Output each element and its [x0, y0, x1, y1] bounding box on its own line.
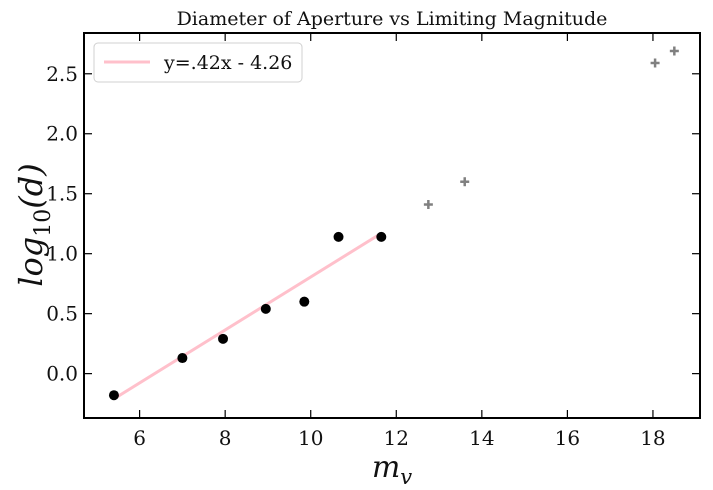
- x-tick-label: 14: [469, 426, 494, 450]
- y-tick-label: 2.0: [46, 122, 78, 146]
- y-axis-label-main: log: [12, 237, 50, 287]
- x-tick-label: 8: [219, 426, 232, 450]
- data-point: [108, 390, 119, 401]
- plus-marker: [669, 46, 679, 56]
- fit-line-layer: [113, 232, 383, 401]
- y-tick-label: 0.0: [46, 362, 78, 386]
- fit-line: [113, 232, 383, 401]
- y-tick-label: 1.0: [46, 242, 78, 266]
- x-tick-label: 16: [555, 426, 580, 450]
- y-tick-label: 2.5: [46, 62, 78, 86]
- data-point: [376, 231, 387, 242]
- x-axis-label-main: m: [372, 450, 400, 485]
- x-tick-label: 18: [640, 426, 665, 450]
- x-axis-label-subscript: v: [400, 465, 412, 489]
- ticks-layer: 6 8 10 12 14 16 18 0.0 0.5 1.0 1.5 2.0 2.5: [46, 33, 700, 450]
- y-axis-label: log10(d): [12, 163, 56, 286]
- x-tick-label: 12: [384, 426, 409, 450]
- x-tick-label: 10: [298, 426, 323, 450]
- data-point: [299, 296, 310, 307]
- plus-marker: [650, 58, 660, 68]
- y-tick-label: 0.5: [46, 302, 78, 326]
- data-point: [177, 353, 188, 364]
- x-tick-label: 6: [133, 426, 146, 450]
- points-layer: [108, 46, 679, 401]
- y-axis-label-argument: (d): [12, 163, 50, 208]
- y-tick-label: 1.5: [46, 182, 78, 206]
- plus-marker: [423, 200, 433, 210]
- legend-label: y=.42x - 4.26: [163, 52, 292, 74]
- plot-frame: [83, 32, 701, 419]
- data-point: [218, 333, 229, 344]
- legend: y=.42x - 4.26: [93, 42, 303, 83]
- chart-title: Diameter of Aperture vs Limiting Magnitu…: [177, 8, 608, 30]
- data-point: [333, 231, 344, 242]
- legend-box: [93, 42, 303, 83]
- y-axis-label-subscript: 10: [31, 209, 56, 237]
- data-point: [260, 303, 271, 314]
- x-axis-label: mv: [372, 450, 412, 489]
- plus-marker: [460, 177, 470, 187]
